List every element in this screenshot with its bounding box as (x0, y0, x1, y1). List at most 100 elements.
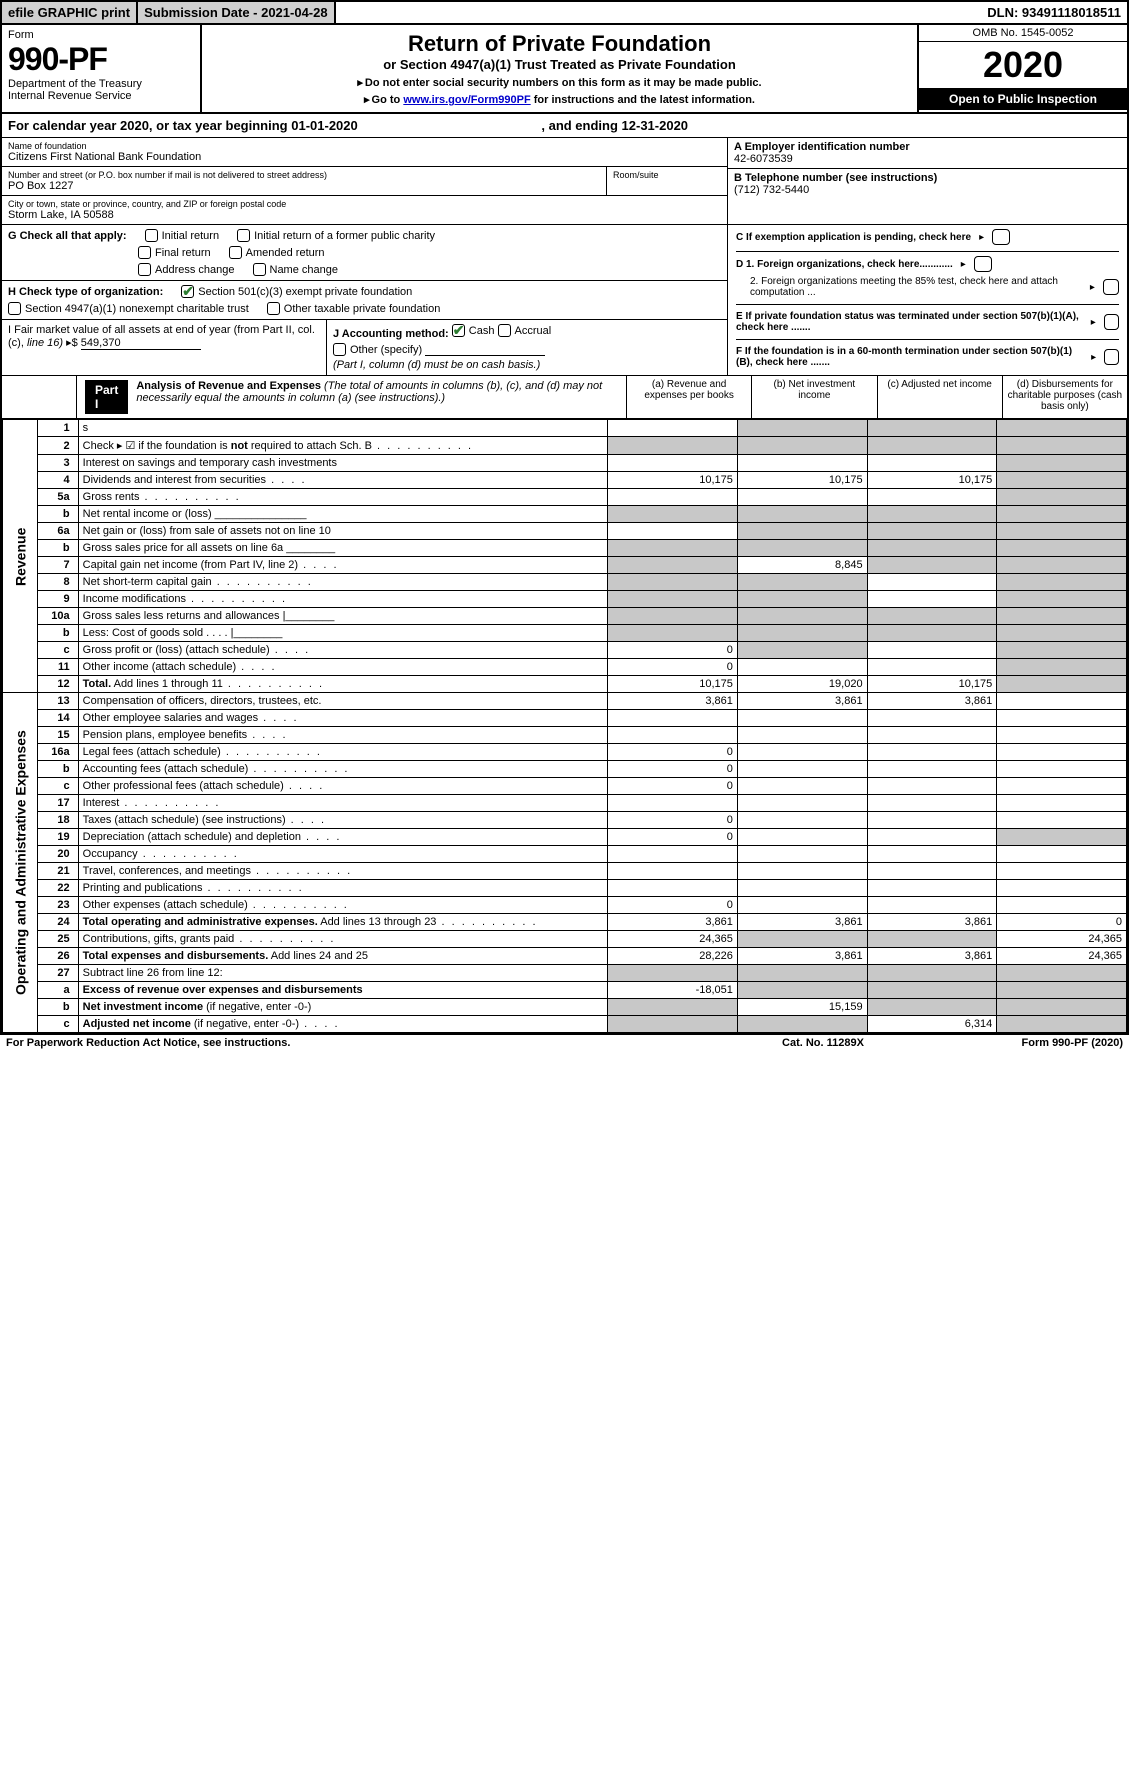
cell-value: 0 (608, 744, 738, 761)
form-container: Form 990-PF Department of the Treasury I… (0, 25, 1129, 1035)
cell-value: 24,365 (997, 948, 1127, 965)
cell-shaded (737, 965, 867, 982)
cell-value: 28,226 (608, 948, 738, 965)
table-row: 17Interest (3, 795, 1127, 812)
chk-address-change[interactable]: Address change (138, 263, 235, 276)
row-num: 2 (37, 437, 78, 455)
cell-shaded (608, 574, 738, 591)
cell-shaded (997, 472, 1127, 489)
cell-value (867, 659, 997, 676)
section-g-thru-j: G Check all that apply: Initial return I… (2, 225, 1127, 376)
cell-value: 24,365 (997, 931, 1127, 948)
cell-shaded (867, 506, 997, 523)
cell-value (997, 761, 1127, 778)
open-to-public: Open to Public Inspection (919, 88, 1127, 110)
cell-value (737, 727, 867, 744)
submission-date: Submission Date - 2021-04-28 (138, 2, 336, 23)
row-desc: Gross sales price for all assets on line… (78, 540, 608, 557)
foundation-name-cell: Name of foundation Citizens First Nation… (2, 138, 727, 167)
part1-table: Revenue1s2Check ▸ ☑ if the foundation is… (2, 419, 1127, 1033)
chk-4947[interactable]: Section 4947(a)(1) nonexempt charitable … (8, 302, 249, 315)
header-right: OMB No. 1545-0052 2020 Open to Public In… (917, 25, 1127, 112)
form-subtitle: or Section 4947(a)(1) Trust Treated as P… (208, 57, 911, 72)
row-num: b (37, 999, 78, 1016)
chk-c[interactable] (992, 229, 1010, 245)
row-num: b (37, 506, 78, 523)
cell-value (608, 846, 738, 863)
table-row: Revenue1s (3, 420, 1127, 437)
row-num: 18 (37, 812, 78, 829)
address: PO Box 1227 (8, 180, 600, 192)
chk-e[interactable] (1104, 314, 1119, 330)
cell-value: 0 (608, 659, 738, 676)
cell-value: 0 (608, 761, 738, 778)
cell-value (737, 846, 867, 863)
ein: 42-6073539 (734, 153, 1121, 165)
chk-initial-return[interactable]: Initial return (145, 229, 219, 242)
cell-value (737, 795, 867, 812)
cell-shaded (737, 1016, 867, 1033)
table-row: 20Occupancy (3, 846, 1127, 863)
cell-value: 3,861 (608, 693, 738, 710)
footer-mid: Cat. No. 11289X (723, 1037, 923, 1049)
cell-value (867, 761, 997, 778)
cell-shaded (867, 999, 997, 1016)
cell-value (867, 880, 997, 897)
section-i: I Fair market value of all assets at end… (2, 320, 327, 375)
cell-shaded (737, 540, 867, 557)
cell-shaded (737, 608, 867, 625)
row-desc: Less: Cost of goods sold . . . . |______… (78, 625, 608, 642)
chk-name-change[interactable]: Name change (253, 263, 339, 276)
row-desc: Other employee salaries and wages (78, 710, 608, 727)
cell-shaded (997, 659, 1127, 676)
chk-accrual[interactable]: Accrual (498, 324, 552, 337)
chk-other-method[interactable]: Other (specify) (333, 343, 422, 356)
table-row: 9Income modifications (3, 591, 1127, 608)
cell-value: 3,861 (737, 948, 867, 965)
cell-shaded (997, 420, 1127, 437)
cell-shaded (997, 506, 1127, 523)
chk-amended[interactable]: Amended return (229, 246, 325, 259)
row-desc: Net investment income (if negative, ente… (78, 999, 608, 1016)
cell-shaded (737, 642, 867, 659)
row-num: 22 (37, 880, 78, 897)
irs-link[interactable]: www.irs.gov/Form990PF (403, 94, 530, 106)
chk-d2[interactable] (1103, 279, 1119, 295)
cell-value (867, 744, 997, 761)
chk-d1[interactable] (974, 256, 992, 272)
row-desc: Legal fees (attach schedule) (78, 744, 608, 761)
table-row: 21Travel, conferences, and meetings (3, 863, 1127, 880)
table-row: 12Total. Add lines 1 through 1110,17519,… (3, 676, 1127, 693)
cell-shaded (997, 676, 1127, 693)
row-num: b (37, 761, 78, 778)
chk-f[interactable] (1104, 349, 1119, 365)
cell-value (737, 880, 867, 897)
info-grid: Name of foundation Citizens First Nation… (2, 138, 1127, 225)
form-title: Return of Private Foundation (208, 31, 911, 57)
chk-501c3[interactable]: Section 501(c)(3) exempt private foundat… (181, 285, 412, 298)
row-desc: Net short-term capital gain (78, 574, 608, 591)
row-desc: Interest (78, 795, 608, 812)
cell-value (997, 693, 1127, 710)
chk-other-taxable[interactable]: Other taxable private foundation (267, 302, 441, 315)
cell-value (608, 489, 738, 506)
chk-initial-former[interactable]: Initial return of a former public charit… (237, 229, 435, 242)
chk-cash[interactable]: Cash (452, 324, 495, 337)
row-desc: Other income (attach schedule) (78, 659, 608, 676)
cell-value (737, 659, 867, 676)
row-desc: Accounting fees (attach schedule) (78, 761, 608, 778)
cell-value (997, 778, 1127, 795)
section-j: J Accounting method: Cash Accrual Other … (327, 320, 727, 375)
cell-value (867, 642, 997, 659)
j-note: (Part I, column (d) must be on cash basi… (333, 359, 540, 371)
table-row: 23Other expenses (attach schedule)0 (3, 897, 1127, 914)
omb-no: OMB No. 1545-0052 (919, 25, 1127, 42)
table-row: 15Pension plans, employee benefits (3, 727, 1127, 744)
table-row: 7Capital gain net income (from Part IV, … (3, 557, 1127, 574)
chk-final-return[interactable]: Final return (138, 246, 211, 259)
cell-value (737, 829, 867, 846)
row-num: c (37, 642, 78, 659)
cell-shaded (997, 965, 1127, 982)
cell-value: 3,861 (737, 914, 867, 931)
cell-shaded (737, 506, 867, 523)
